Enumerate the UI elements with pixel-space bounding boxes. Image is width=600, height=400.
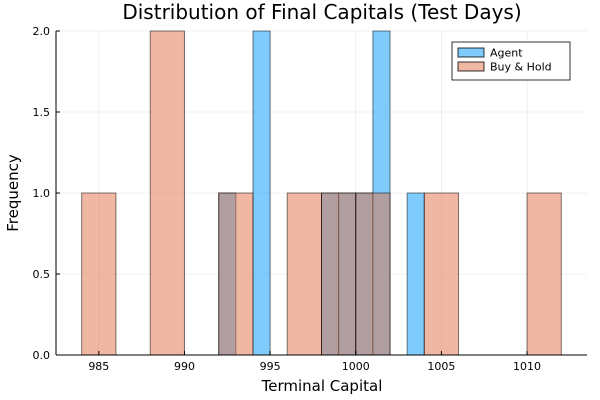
bar-buy-hold-4 bbox=[321, 192, 357, 356]
y-tick-label: 2.0 bbox=[33, 25, 51, 38]
y-tick-label: 0.5 bbox=[33, 268, 51, 281]
axes: 985 990 995 1000 1005 1010 0.0 0.5 1.0 1.5 2.0 bbox=[33, 25, 587, 373]
x-tick-label: 990 bbox=[174, 360, 195, 373]
bar-buy-hold-0 bbox=[81, 192, 117, 356]
legend-label-agent: Agent bbox=[490, 47, 523, 60]
x-tick-label: 1010 bbox=[513, 360, 541, 373]
bar-buy-hold-7 bbox=[526, 192, 562, 356]
y-axis-label: Frequency bbox=[4, 154, 22, 232]
x-tick-label: 995 bbox=[260, 360, 281, 373]
y-tick-label: 0.0 bbox=[33, 349, 51, 362]
legend-swatch-buy-hold bbox=[457, 61, 485, 72]
x-tick-label: 1005 bbox=[427, 360, 455, 373]
bar-agent-6 bbox=[406, 192, 425, 356]
x-axis-label: Terminal Capital bbox=[261, 377, 383, 395]
bar-buy-hold-5 bbox=[355, 192, 391, 356]
bar-buy-hold-2 bbox=[218, 192, 254, 356]
y-tick-label: 1.0 bbox=[33, 187, 51, 200]
x-tick-label: 985 bbox=[88, 360, 109, 373]
bar-buy-hold-1 bbox=[149, 30, 185, 356]
bar-agent-1 bbox=[252, 30, 271, 356]
y-tick-label: 1.5 bbox=[33, 106, 51, 119]
legend-label-buy-hold: Buy & Hold bbox=[490, 61, 552, 74]
chart-title: Distribution of Final Capitals (Test Day… bbox=[122, 0, 521, 24]
x-tick-label: 1000 bbox=[342, 360, 370, 373]
bar-buy-hold-3 bbox=[286, 192, 323, 356]
bar-buy-hold-6 bbox=[423, 192, 460, 356]
legend-swatch-agent bbox=[457, 47, 485, 58]
